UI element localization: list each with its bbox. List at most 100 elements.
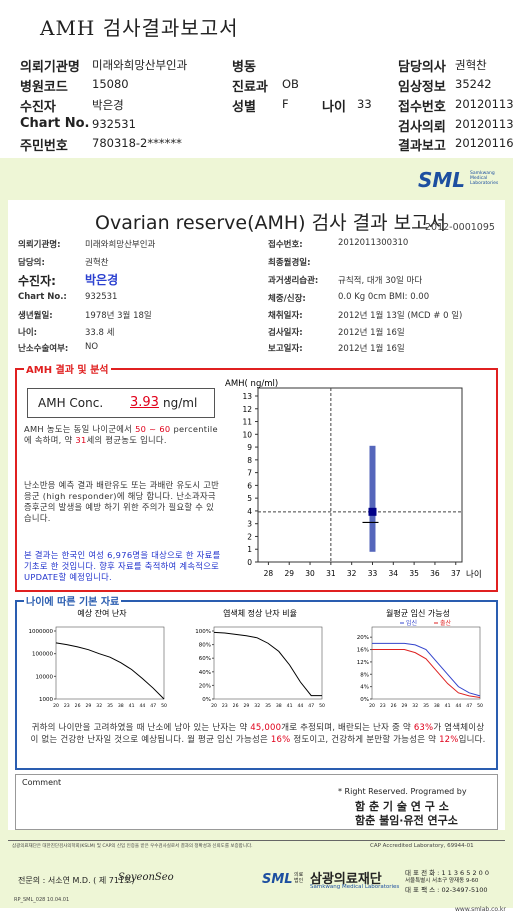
mini-chart-title: 월평균 임신 가능성 [386, 608, 450, 618]
series-line [55, 642, 165, 700]
x-tick-label: 44 [455, 703, 461, 709]
info-value: NO [85, 342, 99, 352]
website: www.smlab.co.kr [455, 906, 506, 913]
text-segment: 정도이고, 건강하게 분만할 가능성은 약 [290, 735, 440, 745]
logo-subtitle: Samkwang Medical Laboratories [470, 171, 499, 186]
org-type: 의료법인 [294, 872, 304, 884]
info-value: 0.0 Kg 0cm BMI: 0.00 [338, 292, 430, 302]
field-label: 의뢰기관명 [20, 60, 80, 75]
x-tick-label: 44 [297, 703, 303, 709]
y-tick-label: 20% [357, 635, 369, 641]
x-tick-label: 35 [423, 703, 429, 709]
series-line [213, 631, 322, 697]
y-tick-label: 4 [247, 507, 252, 516]
text-segment: 난소반응 예측 결과 배란유도 또는 과배란 유도시 고반응군 (high re… [24, 480, 220, 523]
analysis-paragraph: 본 결과는 한국인 여성 6,976명을 대상으로 한 자료를 기초로 한 것입… [24, 550, 222, 583]
plot-area [257, 387, 463, 563]
comment-label: Comment [22, 778, 62, 787]
legend-label: 임신 [406, 619, 417, 627]
footer-logo: SML [262, 872, 293, 887]
field-label: 검사의뢰 [398, 120, 446, 135]
org-name-en: Samkwang Medical Laboratories [310, 884, 400, 890]
x-tick-label: 20 [211, 703, 217, 709]
series-line [372, 649, 481, 698]
field-value: 권혁찬 [455, 58, 487, 72]
x-tick-label: 23 [380, 703, 386, 709]
y-tick-label: 6 [247, 481, 252, 490]
rights-note: * Right Reserved. Programed by [338, 787, 467, 796]
y-tick-label: 10 [242, 430, 252, 439]
text-segment: 31 [75, 435, 87, 445]
field-value: 20120113-0 [455, 97, 513, 111]
mini-chart-title: 예상 잔여 난자 [77, 608, 127, 618]
doctor-name: 전문의 : 서소연 M.D. ( 제 711호) [18, 876, 135, 885]
x-tick-label: 26 [391, 703, 397, 709]
info-label: 보고일자: [268, 344, 303, 354]
x-tick-label: 32 [412, 703, 418, 709]
text-segment: 45,000 [250, 723, 282, 733]
field-value: 780318-2****** [92, 136, 182, 150]
y-tick-label: 5 [247, 494, 252, 503]
field-value: 미래와희망산부인과 [92, 58, 188, 72]
y-tick-label: 7 [247, 469, 252, 478]
field-label: 수진자 [20, 100, 56, 115]
x-tick-label: 41 [129, 703, 135, 709]
text-segment: percentile에 속하며, 약 [24, 424, 218, 445]
field-label: 담당의사 [398, 60, 446, 75]
x-tick-label: 47 [150, 703, 156, 709]
info-value: 932531 [85, 292, 118, 302]
field-label: 성별 [232, 100, 256, 115]
y-tick-label: 2 [247, 532, 252, 541]
info-label: 수진자: [18, 274, 56, 288]
y-tick-label: 1000 [39, 697, 53, 703]
analysis-paragraph: AMH 농도는 동일 나이군에서 50 ~ 60 percentile에 속하며… [24, 424, 222, 446]
info-value: 규칙적, 대개 30일 마다 [338, 276, 423, 286]
x-tick-label: 38 [118, 703, 124, 709]
info-label: 채취일자: [268, 311, 303, 321]
info-value: 2012년 1월 16일 [338, 344, 405, 354]
field-label: 나이 [322, 100, 346, 115]
y-tick-label: 4% [360, 685, 369, 691]
field-value: F [282, 97, 289, 111]
range-bar [369, 445, 376, 552]
y-tick-label: 0% [202, 697, 211, 703]
info-label: 의뢰기관명: [18, 240, 61, 250]
info-label: 나이: [18, 328, 38, 338]
x-tick-label: 29 [85, 703, 91, 709]
section-title: AMH 결과 및 분석 [24, 361, 111, 376]
org-name: 삼광의료재단 [310, 872, 382, 887]
field-label: Chart No. [20, 116, 90, 131]
info-value: 33.8 세 [85, 328, 115, 338]
x-tick-label: 47 [308, 703, 314, 709]
x-tick-label: 35 [265, 703, 271, 709]
field-label: 병동 [232, 60, 256, 75]
org-name: 함춘 불임·유전 연구소 [355, 814, 458, 827]
conc-box [27, 388, 215, 418]
signature: SoyeonSeo [118, 872, 174, 883]
x-tick-label: 41 [287, 703, 293, 709]
y-tick-label: 1000000 [29, 629, 54, 635]
mini-chart: 월평균 임신 가능성 20% 16% 12% 8% 4% 0%20 23 26 29 32 35 38 4… [357, 608, 483, 709]
y-tick-label: 13 [242, 392, 252, 401]
x-tick-label: 36 [430, 569, 440, 578]
x-tick-label: 38 [276, 703, 282, 709]
x-tick-label: 32 [254, 703, 260, 709]
series-line [372, 642, 481, 697]
info-label: 담당의: [18, 258, 45, 268]
y-tick-label: 60% [199, 656, 211, 662]
x-tick-label: 29 [243, 703, 249, 709]
info-label: 검사일자: [268, 328, 303, 338]
divider [8, 840, 505, 841]
field-value: 박은경 [92, 98, 124, 112]
info-label: 생년월일: [18, 311, 53, 321]
y-tick-label: 20% [199, 683, 211, 689]
info-value: 2012011300310 [338, 238, 409, 248]
report-title: Ovarian reserve(AMH) 검사 결과 보고서 [95, 212, 447, 234]
report-number: 2012-0001095 [425, 222, 495, 233]
field-value: 20120116 [455, 136, 513, 150]
x-tick-label: 23 [222, 703, 228, 709]
conc-value: 3.93 [130, 395, 159, 410]
field-label: 병원코드 [20, 80, 68, 95]
